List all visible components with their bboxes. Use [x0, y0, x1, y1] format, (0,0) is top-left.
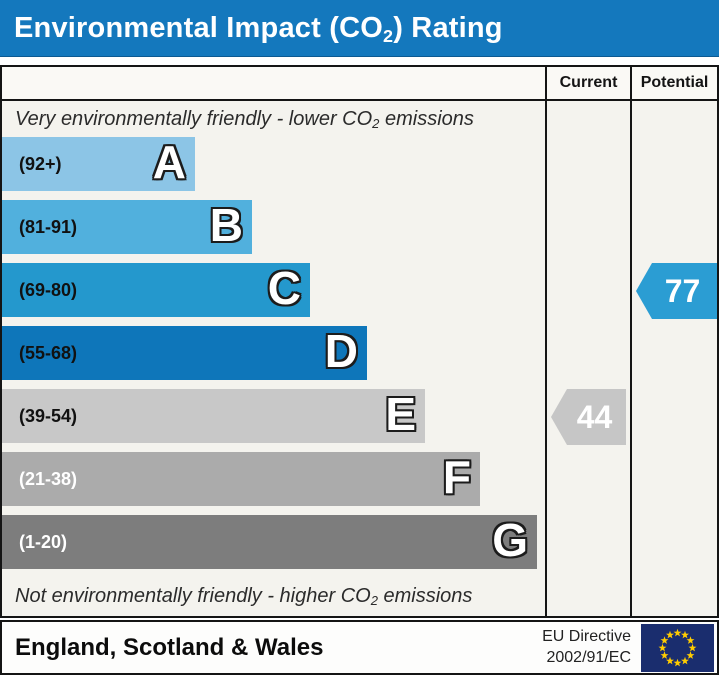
band-letter: A — [152, 136, 186, 189]
potential-rating-column: 77 — [630, 101, 717, 616]
table-corner-cell — [2, 67, 545, 101]
band-range-label: (92+) — [19, 153, 62, 174]
band-letter: C — [267, 262, 301, 315]
band-bar-g: (1-20) G — [2, 515, 537, 569]
rating-table: Current Potential Very environmentally f… — [0, 65, 719, 618]
title-text: Environmental Impact (CO2) Rating — [14, 11, 503, 46]
current-rating-marker: 44 — [551, 389, 626, 445]
band-bar-a: (92+) A — [2, 137, 195, 191]
band-row-a: (92+) A — [2, 137, 545, 200]
eu-directive-label: EU Directive 2002/91/EC — [542, 627, 631, 666]
band-row-c: (69-80) C — [2, 263, 545, 326]
top-scale-note: Very environmentally friendly - lower CO… — [15, 107, 474, 131]
band-row-f: (21-38) F — [2, 452, 545, 515]
band-letter: E — [385, 388, 416, 441]
band-bar-d: (55-68) D — [2, 326, 367, 380]
band-bar-b: (81-91) B — [2, 200, 252, 254]
band-row-d: (55-68) D — [2, 326, 545, 389]
band-letter: B — [209, 199, 243, 252]
band-row-b: (81-91) B — [2, 200, 545, 263]
page-title: Environmental Impact (CO2) Rating — [0, 0, 719, 57]
eu-flag-icon — [641, 623, 714, 672]
band-row-g: (1-20) G — [2, 515, 545, 578]
band-range-label: (69-80) — [19, 279, 78, 300]
band-range-label: (39-54) — [19, 405, 78, 426]
band-rows: (92+) A (81-91) B (69-80) C (55-68) D (39-54) E (2… — [2, 137, 545, 578]
band-range-label: (1-20) — [19, 531, 68, 552]
potential-rating-marker-value: 77 — [664, 272, 701, 309]
band-range-label: (81-91) — [19, 216, 78, 237]
column-header-current: Current — [545, 67, 630, 101]
band-range-label: (55-68) — [19, 342, 78, 363]
band-letter: D — [324, 325, 358, 378]
footer-region-label: England, Scotland & Wales — [15, 633, 324, 661]
band-scale-area: Very environmentally friendly - lower CO… — [2, 101, 545, 616]
bottom-scale-note: Not environmentally friendly - higher CO… — [15, 585, 473, 609]
band-bar-c: (69-80) C — [2, 263, 310, 317]
band-bar-e: (39-54) E — [2, 389, 425, 443]
band-letter: G — [492, 514, 528, 567]
potential-rating-marker: 77 — [636, 263, 717, 319]
current-rating-column: 44 — [545, 101, 630, 616]
band-letter: F — [442, 451, 471, 504]
footer: England, Scotland & Wales EU Directive 2… — [0, 620, 719, 675]
current-rating-marker-value: 44 — [576, 398, 613, 435]
band-row-e: (39-54) E — [2, 389, 545, 452]
band-range-label: (21-38) — [19, 468, 78, 489]
column-header-potential: Potential — [630, 67, 717, 101]
band-bar-f: (21-38) F — [2, 452, 480, 506]
